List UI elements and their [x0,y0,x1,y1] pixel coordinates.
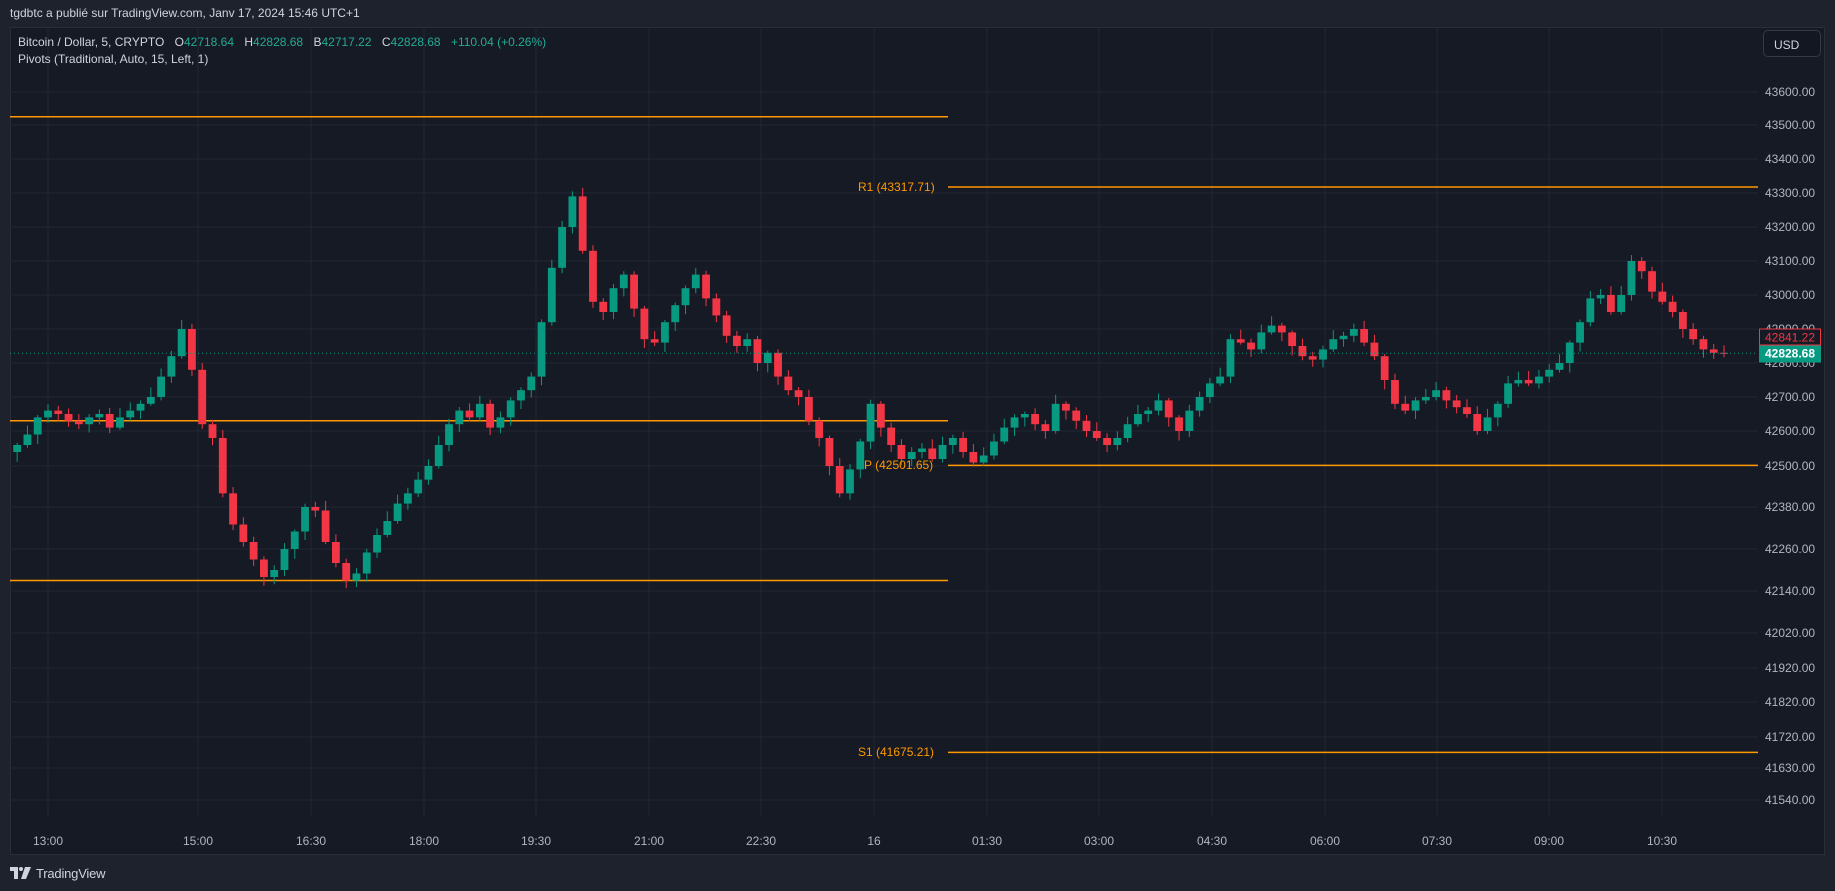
time-axis[interactable]: 13:00 15:00 16:30 18:00 19:30 21:00 22:30 16 01:… [10,817,1758,855]
time-axis-label: 16:30 [295,834,327,848]
chart-pane[interactable] [10,27,1825,855]
pivot-p-label: P (42501.65) [864,458,934,472]
high-label: H [244,35,254,49]
pivots-indicator-title[interactable]: Pivots (Traditional, Auto, 15, Left, 1) [18,52,209,66]
change-value: +110.04 (+0.26%) [450,35,547,49]
close-value: 42828.68 [390,35,441,49]
currency-button[interactable]: USD [1763,30,1821,57]
candlestick-chart [10,27,1758,817]
open-value: 42718.64 [183,35,235,49]
price-axis-label: 41540.00 [1765,793,1816,807]
high-value: 42828.68 [253,35,304,49]
price-axis-label: 41820.00 [1765,695,1816,709]
price-axis-label: 42700.00 [1765,390,1816,404]
bid-price-tag: 42841.22 [1759,328,1821,346]
pivot-r1-label: R1 (43317.71) [858,180,935,194]
price-axis-label: 42500.00 [1765,459,1816,473]
price-axis-label: 41720.00 [1765,730,1816,744]
time-axis-label: 13:00 [32,834,64,848]
time-axis-label: 22:30 [745,834,777,848]
bid-value: 42717.22 [321,35,372,49]
time-axis-label: 19:30 [520,834,552,848]
close-label: C [381,35,391,49]
time-axis-label: 04:30 [1196,834,1228,848]
time-axis-label: 01:30 [971,834,1003,848]
last-price-tag: 42828.68 [1759,345,1821,363]
time-axis-label: 06:00 [1309,834,1341,848]
price-axis-label: 43200.00 [1765,220,1816,234]
price-axis-label: 43600.00 [1765,85,1816,99]
tradingview-logo-icon [10,867,31,879]
symbol-ohlc-row: Bitcoin / Dollar, 5, CRYPTO O42718.64 H4… [18,34,546,51]
price-axis-label: 43500.00 [1765,118,1816,132]
time-axis-label: 03:00 [1083,834,1115,848]
price-axis-label: 42140.00 [1765,584,1816,598]
price-axis-label: 41920.00 [1765,661,1816,675]
price-axis-label: 43400.00 [1765,152,1816,166]
symbol-title[interactable]: Bitcoin / Dollar, 5, CRYPTO [18,35,165,49]
price-axis-label: 43000.00 [1765,288,1816,302]
price-axis-label: 43100.00 [1765,254,1816,268]
tradingview-footer[interactable]: TradingView [10,864,106,882]
price-axis[interactable]: 43600.00 43500.00 43400.00 43300.00 43200.00… [1758,27,1825,817]
time-axis-label: 10:30 [1646,834,1678,848]
price-axis-label: 42380.00 [1765,500,1816,514]
tradingview-wordmark: TradingView [36,865,106,881]
bid-label: B [313,35,322,49]
price-axis-label: 42020.00 [1765,626,1816,640]
time-axis-label: 07:30 [1421,834,1453,848]
publish-attribution: tgdbtc a publié sur TradingView.com, Jan… [10,6,360,20]
price-axis-label: 42600.00 [1765,424,1816,438]
open-label: O [174,35,184,49]
time-axis-label: 15:00 [182,834,214,848]
time-axis-label: 18:00 [408,834,440,848]
indicator-row[interactable]: Pivots (Traditional, Auto, 15, Left, 1) [18,51,546,68]
time-axis-label: 16 [867,834,881,848]
chart-legend: Bitcoin / Dollar, 5, CRYPTO O42718.64 H4… [18,34,546,68]
price-axis-label: 43300.00 [1765,186,1816,200]
time-axis-label: 21:00 [633,834,665,848]
price-axis-label: 42260.00 [1765,542,1816,556]
time-axis-label: 09:00 [1533,834,1565,848]
plot-area[interactable] [10,27,1758,817]
price-axis-label: 41630.00 [1765,761,1816,775]
pivot-s1-label: S1 (41675.21) [858,745,935,759]
